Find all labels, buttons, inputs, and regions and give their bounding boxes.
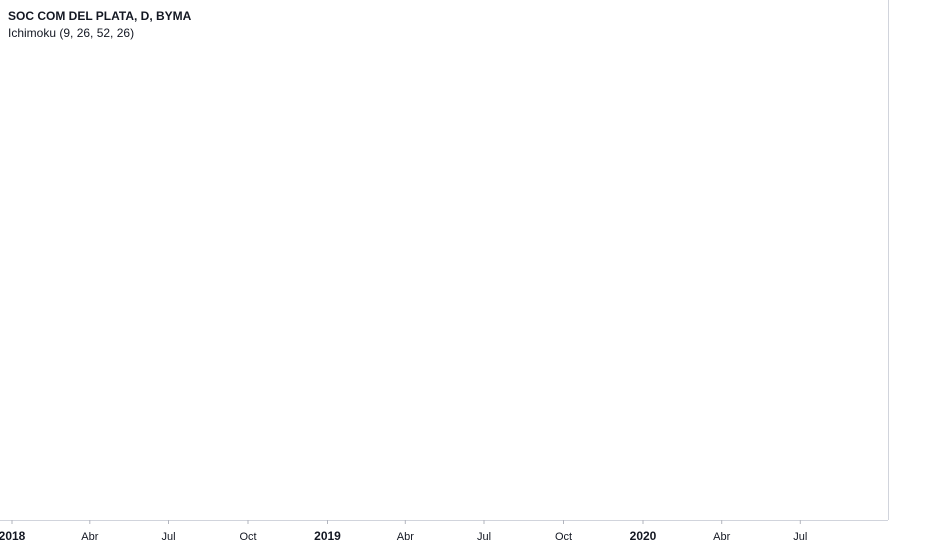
x-tick-label: Abr [397, 531, 414, 543]
x-tick-label: Jul [793, 531, 807, 543]
x-tick-label: 2020 [630, 529, 657, 543]
x-tick-label: Abr [713, 531, 730, 543]
x-tick-label: Jul [161, 531, 175, 543]
x-tick-label: Abr [81, 531, 98, 543]
indicator-label: Ichimoku (9, 26, 52, 26) [8, 26, 135, 40]
x-tick-label: Oct [555, 531, 572, 543]
time-axis-background [0, 520, 932, 550]
x-tick-label: Oct [239, 531, 256, 543]
chart-title: SOC COM DEL PLATA, D, BYMA [8, 9, 192, 23]
x-tick-label: 2019 [314, 529, 341, 543]
price-axis-background [888, 0, 932, 550]
chart-legend: SOC COM DEL PLATA, D, BYMA Ichimoku (9, … [8, 8, 191, 42]
x-tick-label: 2018 [0, 529, 26, 543]
x-tick-label: Jul [477, 531, 491, 543]
